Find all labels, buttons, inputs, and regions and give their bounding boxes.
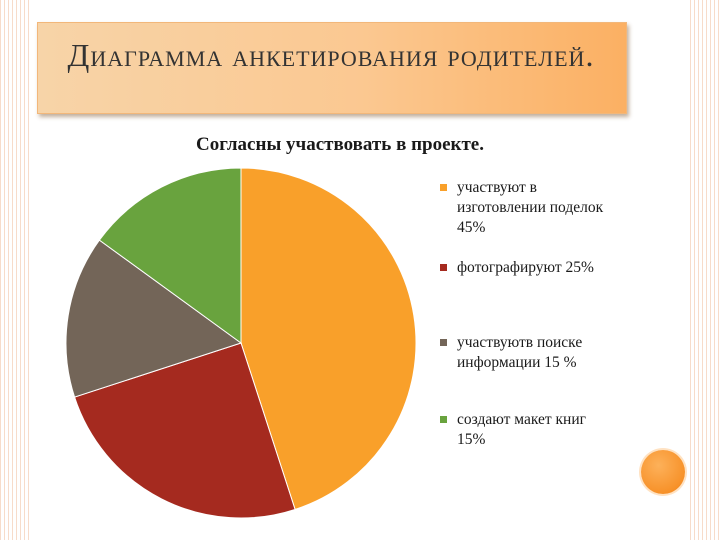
pie-slice-3 <box>65 239 243 398</box>
title-banner <box>37 22 627 114</box>
legend-label: участвуют в изготовлении поделок 45% <box>457 179 604 236</box>
pie-slice-2 <box>73 342 296 519</box>
legend-label: участвуютв поиске информации 15 % <box>457 334 583 371</box>
decorative-stripes-right <box>690 0 720 540</box>
legend-swatch <box>440 339 447 346</box>
pie-chart <box>65 167 417 519</box>
legend-entry-photography: фотографируют 25% <box>440 258 610 278</box>
pie-slice-1 <box>240 167 417 511</box>
legend-entry-crafts: участвуют в изготовлении поделок 45% <box>440 178 610 238</box>
legend-label: фотографируют 25% <box>457 259 594 276</box>
legend-swatch <box>440 184 447 191</box>
slide-title: Диаграмма анкетирования родителей. <box>67 37 595 73</box>
pie-slice-4 <box>98 167 242 344</box>
legend-swatch <box>440 264 447 271</box>
orange-circle-icon <box>641 450 685 494</box>
legend-swatch <box>440 416 447 423</box>
chart-title: Согласны участвовать в проекте. <box>196 134 484 155</box>
legend-entry-book-model: создают макет книг 15% <box>440 410 610 450</box>
legend-label: создают макет книг 15% <box>457 411 586 448</box>
legend-entry-search: участвуютв поиске информации 15 % <box>440 333 610 373</box>
decorative-stripes-left <box>0 0 30 540</box>
